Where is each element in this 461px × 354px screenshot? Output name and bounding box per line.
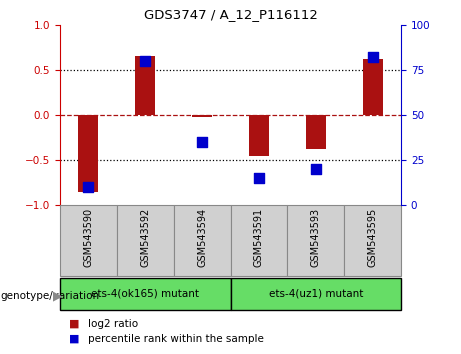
Text: percentile rank within the sample: percentile rank within the sample: [88, 334, 264, 344]
Text: GSM543593: GSM543593: [311, 207, 321, 267]
Bar: [287, 205, 344, 276]
Bar: [363, 59, 383, 115]
Text: GSM543590: GSM543590: [83, 207, 94, 267]
Bar: [192, 115, 212, 117]
Point: [255, 176, 263, 181]
Text: log2 ratio: log2 ratio: [88, 319, 138, 329]
Text: ■: ■: [69, 319, 80, 329]
Text: GSM543594: GSM543594: [197, 207, 207, 267]
Text: GSM543591: GSM543591: [254, 207, 264, 267]
Point: [198, 139, 206, 145]
Bar: [60, 205, 117, 276]
Point: [142, 58, 149, 64]
Point: [369, 55, 376, 60]
Bar: [230, 278, 401, 310]
Bar: [117, 205, 174, 276]
Bar: [135, 56, 155, 115]
Text: ▶: ▶: [53, 289, 63, 302]
Bar: [174, 205, 230, 276]
Bar: [249, 115, 269, 156]
Title: GDS3747 / A_12_P116112: GDS3747 / A_12_P116112: [143, 8, 318, 21]
Text: genotype/variation: genotype/variation: [0, 291, 99, 301]
Text: ets-4(ok165) mutant: ets-4(ok165) mutant: [91, 289, 199, 299]
Bar: [344, 205, 401, 276]
Text: GSM543592: GSM543592: [140, 207, 150, 267]
Point: [312, 166, 319, 172]
Bar: [60, 278, 230, 310]
Text: GSM543595: GSM543595: [367, 207, 378, 267]
Bar: [78, 115, 98, 192]
Bar: [230, 205, 287, 276]
Point: [85, 184, 92, 190]
Text: ets-4(uz1) mutant: ets-4(uz1) mutant: [269, 289, 363, 299]
Bar: [306, 115, 326, 149]
Text: ■: ■: [69, 334, 80, 344]
